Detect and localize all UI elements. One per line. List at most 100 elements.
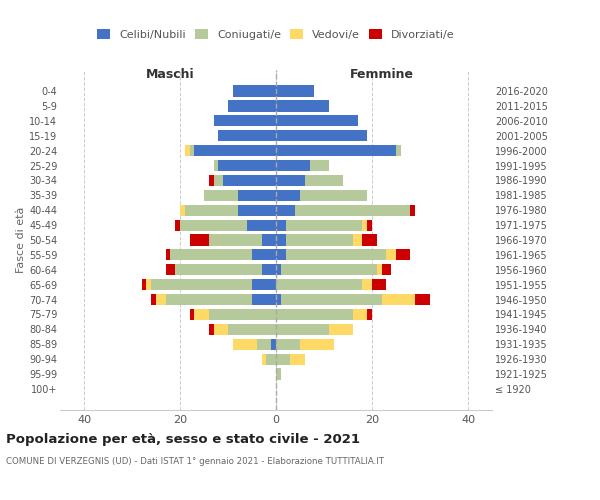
Bar [214,160,218,171]
Bar [286,250,386,260]
Bar [218,160,276,171]
Bar [262,234,276,246]
Bar [300,338,334,350]
Bar [194,309,209,320]
Bar [228,100,276,112]
Bar [185,204,238,216]
Bar [353,234,362,246]
Bar [142,279,146,290]
Bar [415,294,430,305]
Bar [382,294,415,305]
Bar [190,309,194,320]
Bar [396,250,410,260]
Bar [190,145,194,156]
Bar [310,160,329,171]
Bar [382,264,391,276]
Bar [276,354,290,365]
Bar [372,279,386,290]
Bar [281,294,382,305]
Bar [377,264,382,276]
Bar [185,145,190,156]
Bar [329,324,353,335]
Bar [175,264,262,276]
Text: Femmine: Femmine [350,68,413,80]
Bar [252,250,276,260]
Bar [276,294,281,305]
Bar [252,279,276,290]
Bar [233,338,257,350]
Bar [362,234,377,246]
Bar [151,279,252,290]
Text: Popolazione per età, sesso e stato civile - 2021: Popolazione per età, sesso e stato civil… [6,432,360,446]
Bar [190,234,209,246]
Bar [180,220,247,230]
Bar [276,279,362,290]
Bar [214,175,223,186]
Bar [166,294,252,305]
Bar [276,204,295,216]
Bar [367,220,372,230]
Bar [305,175,343,186]
Bar [166,250,170,260]
Bar [281,264,377,276]
Text: Maschi: Maschi [146,68,195,80]
Bar [209,324,214,335]
Bar [367,309,372,320]
Bar [276,250,286,260]
Bar [271,338,276,350]
Bar [209,309,276,320]
Bar [276,160,310,171]
Bar [257,338,271,350]
Bar [252,294,276,305]
Bar [170,250,252,260]
Bar [276,234,286,246]
Bar [209,234,262,246]
Bar [410,204,415,216]
Bar [180,204,185,216]
Bar [223,175,276,186]
Bar [276,86,314,96]
Bar [276,100,329,112]
Bar [228,324,276,335]
Bar [286,234,353,246]
Bar [218,130,276,141]
Legend: Celibi/Nubili, Coniugati/e, Vedovi/e, Divorziati/e: Celibi/Nubili, Coniugati/e, Vedovi/e, Di… [93,24,459,44]
Bar [276,324,329,335]
Bar [238,204,276,216]
Bar [396,145,401,156]
Bar [276,175,305,186]
Bar [276,115,358,126]
Bar [290,354,305,365]
Bar [247,220,276,230]
Bar [214,115,276,126]
Text: COMUNE DI VERZEGNIS (UD) - Dati ISTAT 1° gennaio 2021 - Elaborazione TUTTITALIA.: COMUNE DI VERZEGNIS (UD) - Dati ISTAT 1°… [6,457,384,466]
Bar [156,294,166,305]
Bar [262,354,266,365]
Bar [295,204,410,216]
Bar [362,279,372,290]
Bar [276,338,300,350]
Bar [276,220,286,230]
Bar [276,145,396,156]
Bar [276,130,367,141]
Bar [146,279,151,290]
Bar [286,220,362,230]
Bar [276,368,281,380]
Bar [204,190,238,201]
Bar [266,354,276,365]
Bar [362,220,367,230]
Bar [300,190,367,201]
Bar [175,220,180,230]
Y-axis label: Fasce di età: Fasce di età [16,207,26,273]
Bar [386,250,396,260]
Bar [276,190,300,201]
Bar [262,264,276,276]
Bar [353,309,367,320]
Bar [166,264,175,276]
Bar [233,86,276,96]
Bar [194,145,276,156]
Bar [214,324,228,335]
Bar [151,294,156,305]
Bar [276,309,353,320]
Bar [209,175,214,186]
